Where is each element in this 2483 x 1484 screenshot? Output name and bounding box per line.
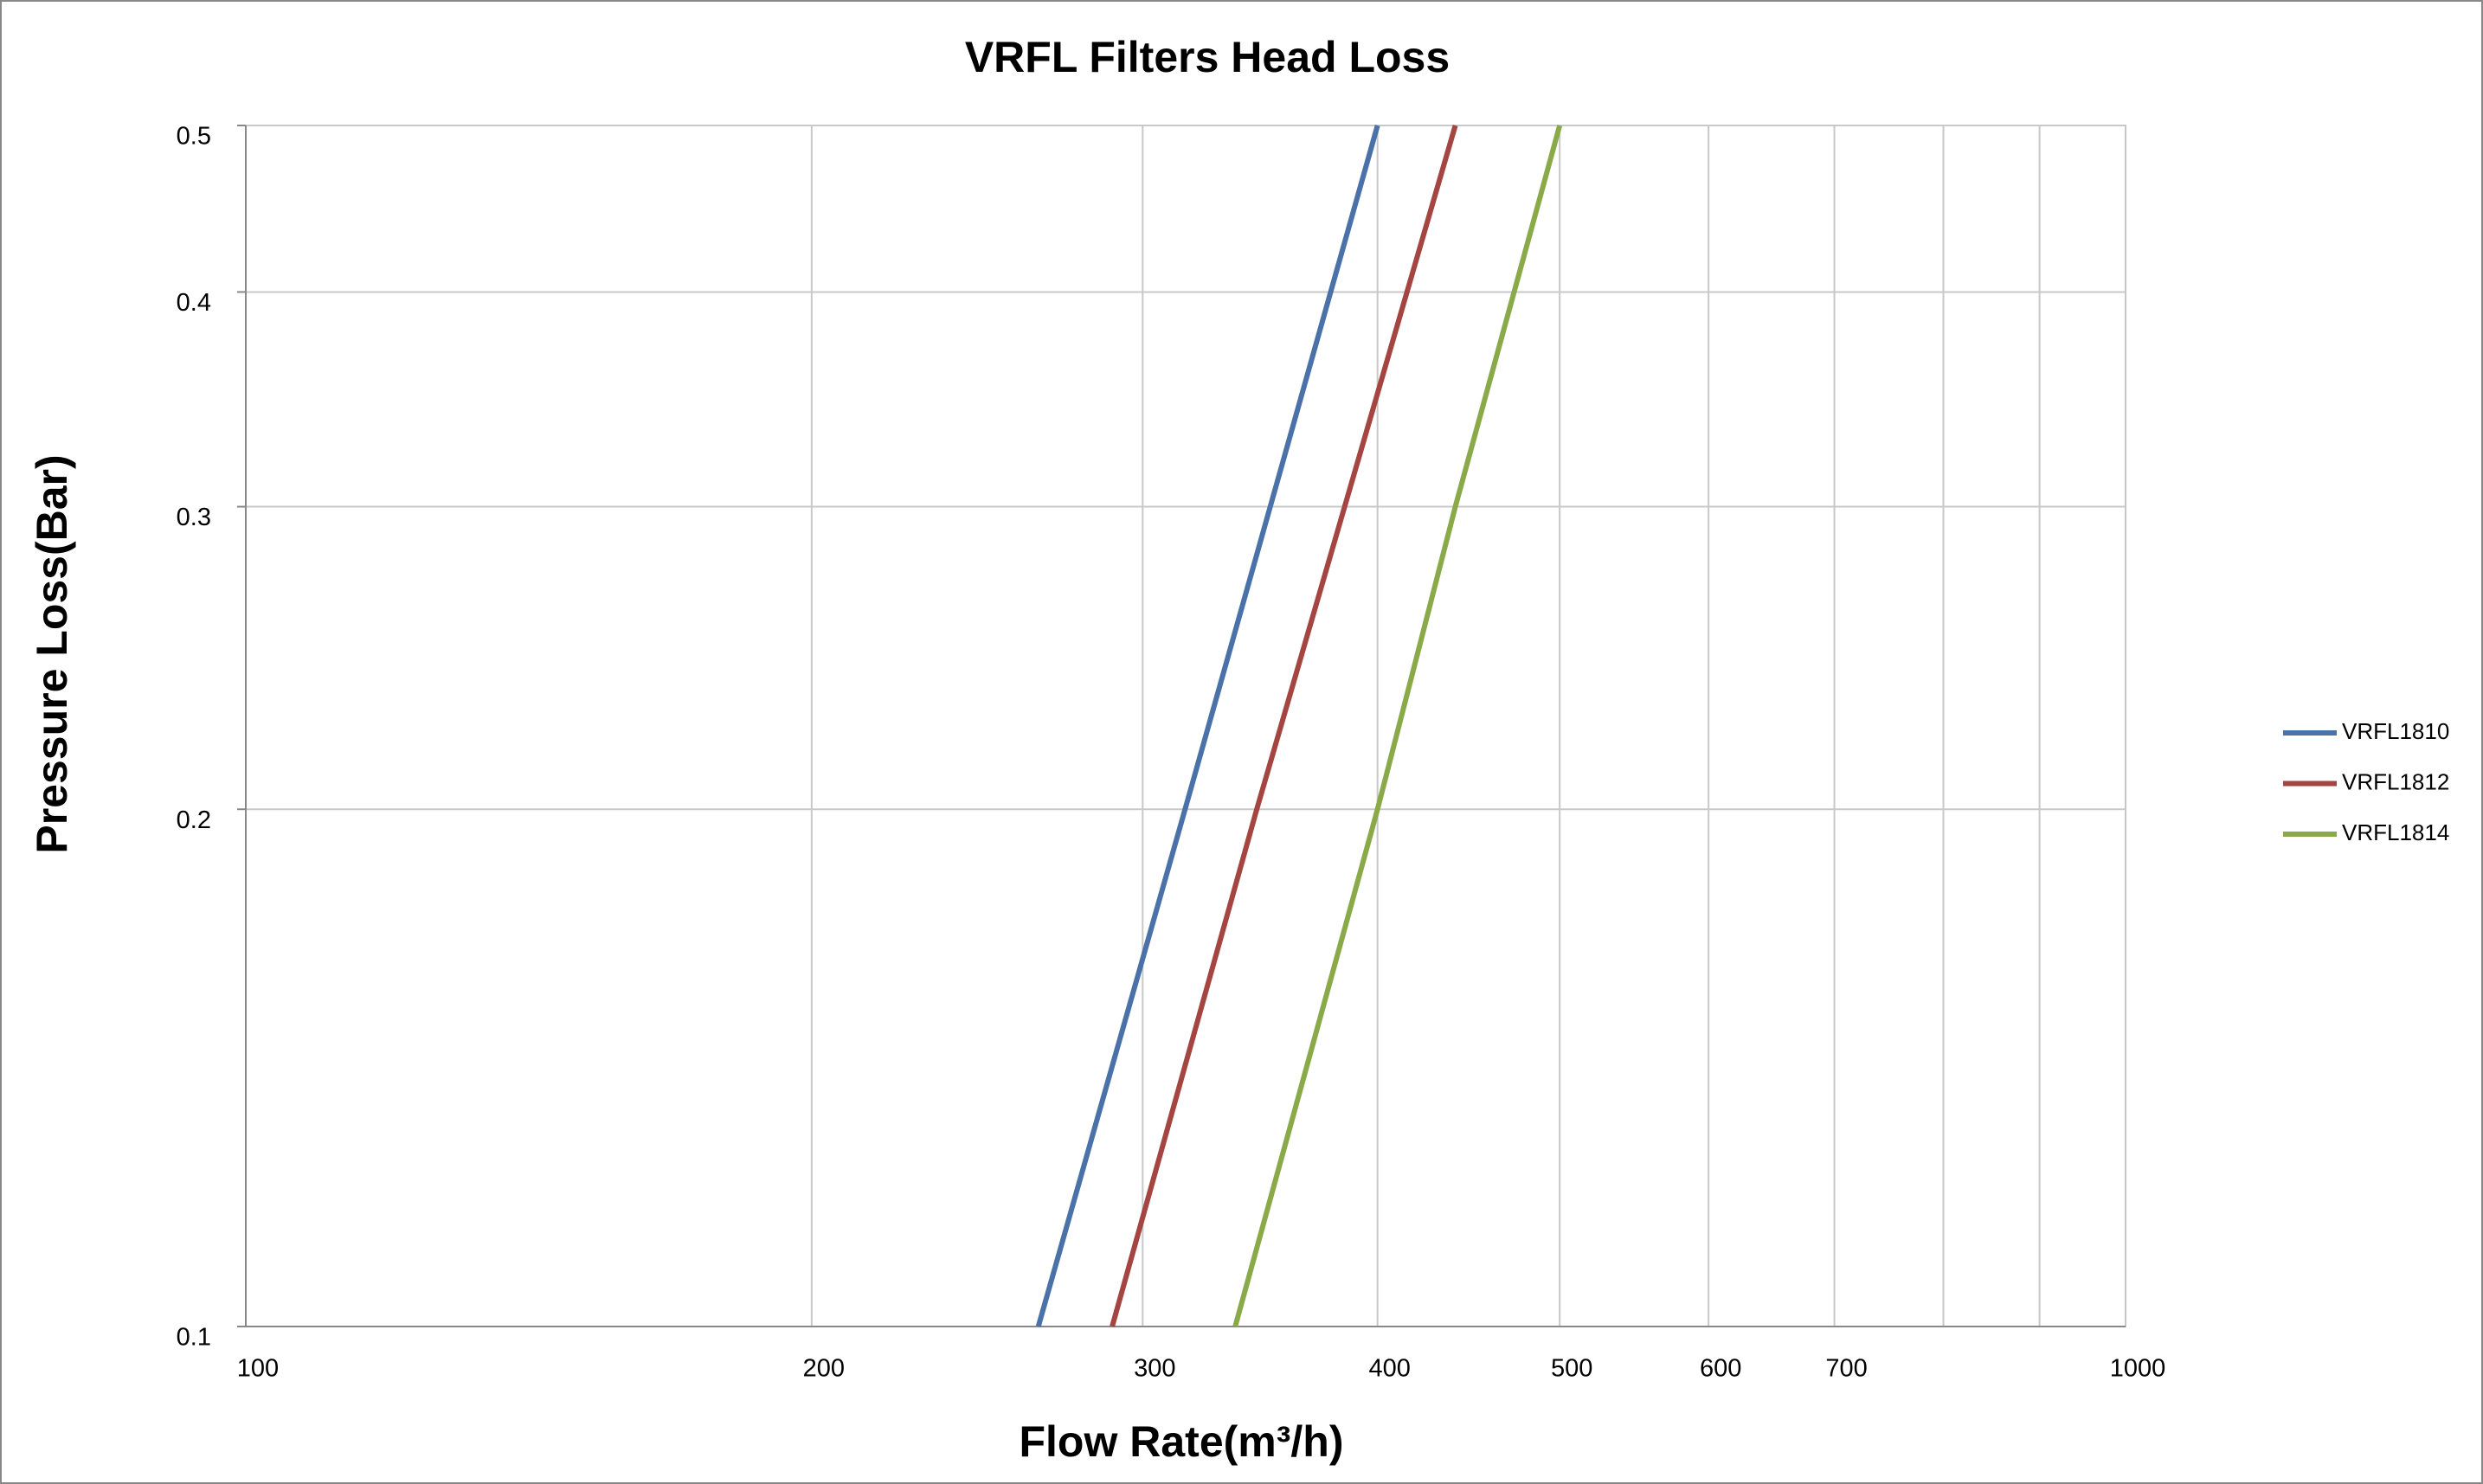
legend-label: VRFL1810: [2342, 718, 2449, 744]
legend-label: VRFL1812: [2342, 768, 2449, 794]
y-tick-label: 0.1: [177, 1324, 211, 1352]
series-line: [1035, 125, 1380, 1327]
x-tick-label: 600: [1700, 1355, 1741, 1383]
y-tick-label: 0.4: [177, 289, 211, 317]
y-tick-label: 0.2: [177, 806, 211, 834]
x-tick-label: 700: [1825, 1355, 1867, 1383]
y-tick-label: 0.3: [177, 504, 211, 531]
x-axis-label: Flow Rate(m³/h): [1020, 1417, 1344, 1466]
x-tick-label: 400: [1368, 1355, 1410, 1383]
x-tick-label: 100: [237, 1355, 279, 1383]
series-line: [1110, 125, 1458, 1327]
legend-label: VRFL1814: [2342, 819, 2449, 845]
series-line: [1232, 125, 1563, 1327]
y-tick-label: 0.5: [177, 123, 211, 151]
chart-title: VRFL Filters Head Loss: [965, 33, 1450, 81]
x-tick-label: 200: [803, 1355, 845, 1383]
x-tick-label: 500: [1551, 1355, 1592, 1383]
y-axis-label: Pressure Loss(Bar): [28, 454, 76, 853]
x-tick-label: 1000: [2110, 1355, 2166, 1383]
x-tick-label: 300: [1134, 1355, 1175, 1383]
